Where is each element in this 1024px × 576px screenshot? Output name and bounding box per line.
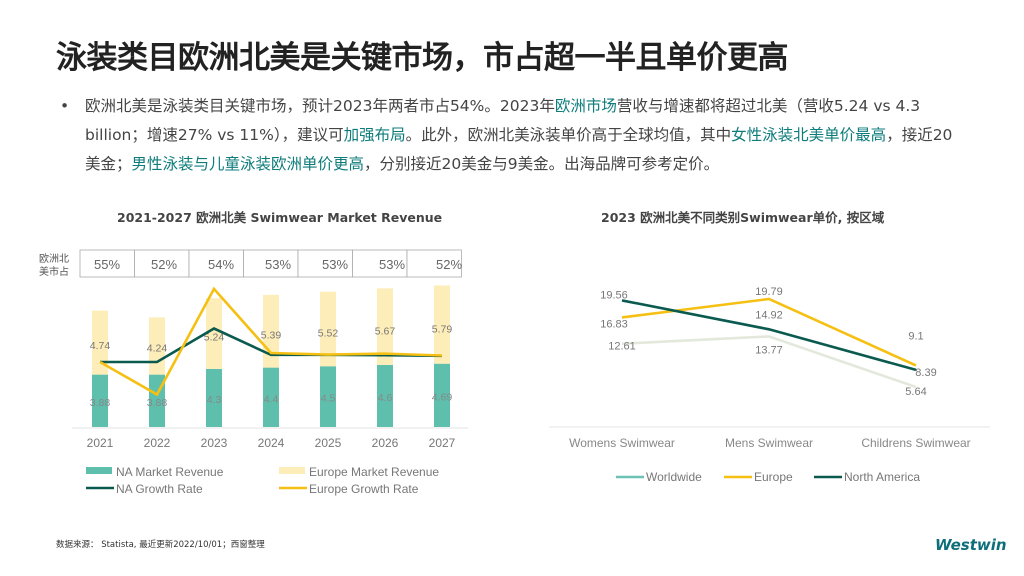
na-revenue-bar [377,364,393,427]
europe-revenue-bar [206,298,222,369]
share-value: 52% [151,257,177,272]
share-cell [188,249,244,278]
europe-revenue-bar [434,285,450,364]
na-revenue-label: 4.4 [264,393,279,405]
price-chart-title: 2023 欧洲北美不同类别Swimwear单价, 按区域 [601,210,885,225]
x-tick-label: 2024 [258,436,285,450]
bullet-paragraph: • 欧洲北美是泳装类目关键市场，预计2023年两者市占54%。2023年欧洲市场… [60,92,965,179]
x-tick-label: Childrens Swimwear [861,436,970,450]
x-tick-label: 2026 [372,436,399,450]
share-cell [406,249,462,278]
body-text: 欧洲北美是泳装类目关键市场，预计2023年两者市占54%。2023年 [85,97,555,115]
legend-swatch [279,467,305,474]
price-line-worldwide [621,335,917,389]
body-text: 。此外，欧洲北美泳装单价高于全球均值，其中 [405,126,732,144]
share-value: 52% [436,257,462,272]
europe-revenue-bar [92,310,108,375]
na-revenue-label: 3.88 [90,397,111,409]
x-tick-label: 2027 [429,436,456,450]
europe-revenue-label: 5.67 [375,325,396,337]
share-value: 53% [379,257,405,272]
highlight-text: 男性泳装与儿童泳装欧洲单价更高 [131,155,365,173]
price-label: 5.64 [905,386,926,398]
legend-label: NA Growth Rate [116,482,203,496]
highlight-text: 欧洲市场 [554,97,617,115]
legend-label: NA Market Revenue [116,465,224,479]
westwin-logo: Westwin [935,536,1007,554]
revenue-chart-title: 2021-2027 欧洲北美 Swimwear Market Revenue [117,210,443,225]
price-label: 16.83 [600,318,628,330]
na-revenue-bar [206,368,222,427]
na-revenue-label: 4.6 [378,392,393,404]
legend-swatch [86,467,112,474]
na-revenue-label: 4.69 [432,391,453,403]
share-value: 53% [265,257,291,272]
europe-revenue-label: 5.24 [204,332,225,344]
page-title: 泳装类目欧洲北美是关键市场，市占超一半且单价更高 [56,40,789,76]
bullet-dot: • [60,97,70,115]
share-label: 欧洲北 [39,253,69,265]
x-tick-label: 2025 [315,436,342,450]
na-revenue-bar [320,366,336,427]
share-cell [243,249,299,278]
europe-revenue-label: 5.52 [318,327,339,339]
na-revenue-bar [92,374,108,427]
europe-revenue-label: 5.79 [432,323,453,335]
x-tick-label: 2022 [144,436,171,450]
share-cell [297,249,353,278]
na-revenue-label: 4.5 [321,393,336,405]
price-label: 19.79 [755,286,783,298]
price-line-north-america [621,299,917,372]
share-value: 53% [322,257,348,272]
share-label: 美市占 [39,265,69,278]
x-tick-label: 2021 [87,436,114,450]
legend-label: Europe [754,470,793,484]
share-cell [79,249,135,278]
europe-revenue-label: 4.74 [90,340,111,352]
na-revenue-label: 3.88 [147,397,168,409]
na-revenue-label: 4.3 [207,394,222,406]
legend-label: North America [844,470,920,484]
highlight-text: 加强布局 [343,126,406,144]
share-value: 54% [208,257,234,272]
price-label: 8.39 [915,367,936,379]
highlight-text: 女性泳装北美单价最高 [731,126,887,144]
legend-label: Worldwide [646,470,702,484]
price-label: 19.56 [600,289,628,301]
legend-label: Europe Market Revenue [309,465,439,479]
europe-revenue-bar [377,288,393,365]
europe-revenue-bar [320,291,336,367]
x-tick-label: 2023 [201,436,228,450]
x-tick-label: Womens Swimwear [569,436,675,450]
na-revenue-bar [434,363,450,427]
price-label: 14.92 [755,309,783,321]
europe-revenue-label: 4.24 [147,343,168,355]
price-label: 13.77 [755,344,783,356]
x-tick-label: Mens Swimwear [725,436,813,450]
na-revenue-bar [263,367,279,427]
source-note: 数据来源： Statista, 最近更新2022/10/01；西窗整理 [56,540,265,550]
price-label: 12.61 [608,341,636,353]
body-text: ，分别接近20美金与9美金。出海品牌可参考定价。 [364,155,720,173]
europe-growth-line [99,286,443,397]
share-value: 55% [94,257,120,272]
body-text: 营收与增速都将超过北美（营收5.24 vs 4.3 billion；增速27% … [85,97,921,144]
legend-label: Europe Growth Rate [309,482,419,496]
price-label: 9.1 [908,330,923,342]
europe-revenue-label: 5.39 [261,329,282,341]
na-growth-line [100,327,443,364]
share-cell [352,249,408,278]
body-text: ，接近20美金； [85,126,953,173]
bullet-text: 欧洲北美是泳装类目关键市场，预计2023年两者市占54%。2023年欧洲市场营收… [85,92,965,179]
